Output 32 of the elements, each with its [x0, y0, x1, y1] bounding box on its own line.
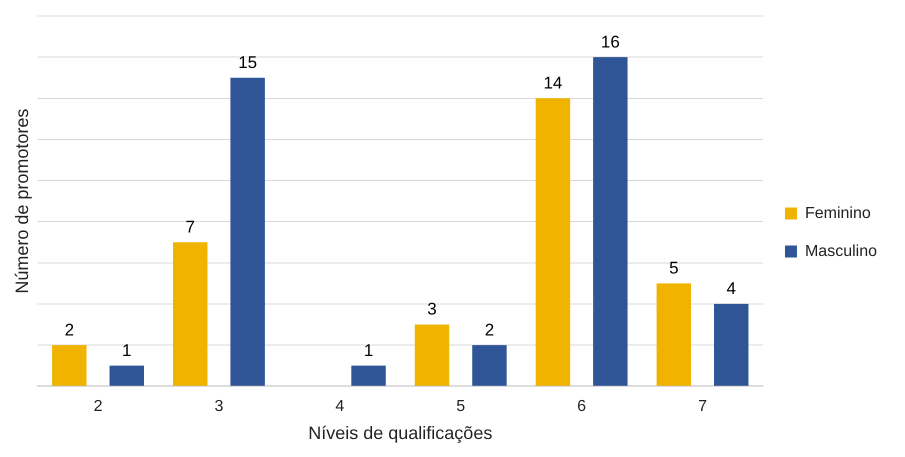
x-tick-label: 7	[698, 398, 708, 416]
data-label: 1	[364, 340, 374, 360]
bar	[351, 366, 386, 386]
data-label: 14	[543, 73, 562, 92]
data-label: 3	[427, 300, 437, 319]
data-label: 5	[669, 258, 679, 278]
x-tick-label: 6	[577, 398, 586, 416]
bar	[472, 345, 507, 386]
bar	[52, 345, 87, 386]
x-axis-title: Níveis de qualificações	[308, 423, 492, 444]
data-label: 16	[600, 32, 620, 52]
bar	[173, 242, 208, 386]
data-label: 7	[185, 217, 195, 236]
x-tick-label: 4	[335, 398, 344, 416]
data-label: 2	[64, 320, 74, 340]
x-tick-label: 5	[456, 398, 466, 416]
legend-label: Masculino	[804, 242, 878, 260]
x-tick-label: 3	[214, 398, 224, 416]
data-label: 1	[122, 340, 132, 360]
legend-label: Feminino	[804, 204, 871, 222]
x-tick-label: 2	[94, 398, 103, 416]
data-label: 2	[484, 320, 494, 340]
bar	[714, 304, 748, 386]
y-axis-title: Número de promotores	[12, 108, 32, 294]
bar	[110, 366, 144, 386]
bar	[230, 78, 265, 386]
data-label: 15	[238, 52, 258, 72]
bar	[656, 283, 692, 386]
bar	[593, 57, 628, 386]
data-label: 4	[726, 279, 736, 298]
bar	[536, 98, 570, 386]
bar	[414, 324, 450, 386]
